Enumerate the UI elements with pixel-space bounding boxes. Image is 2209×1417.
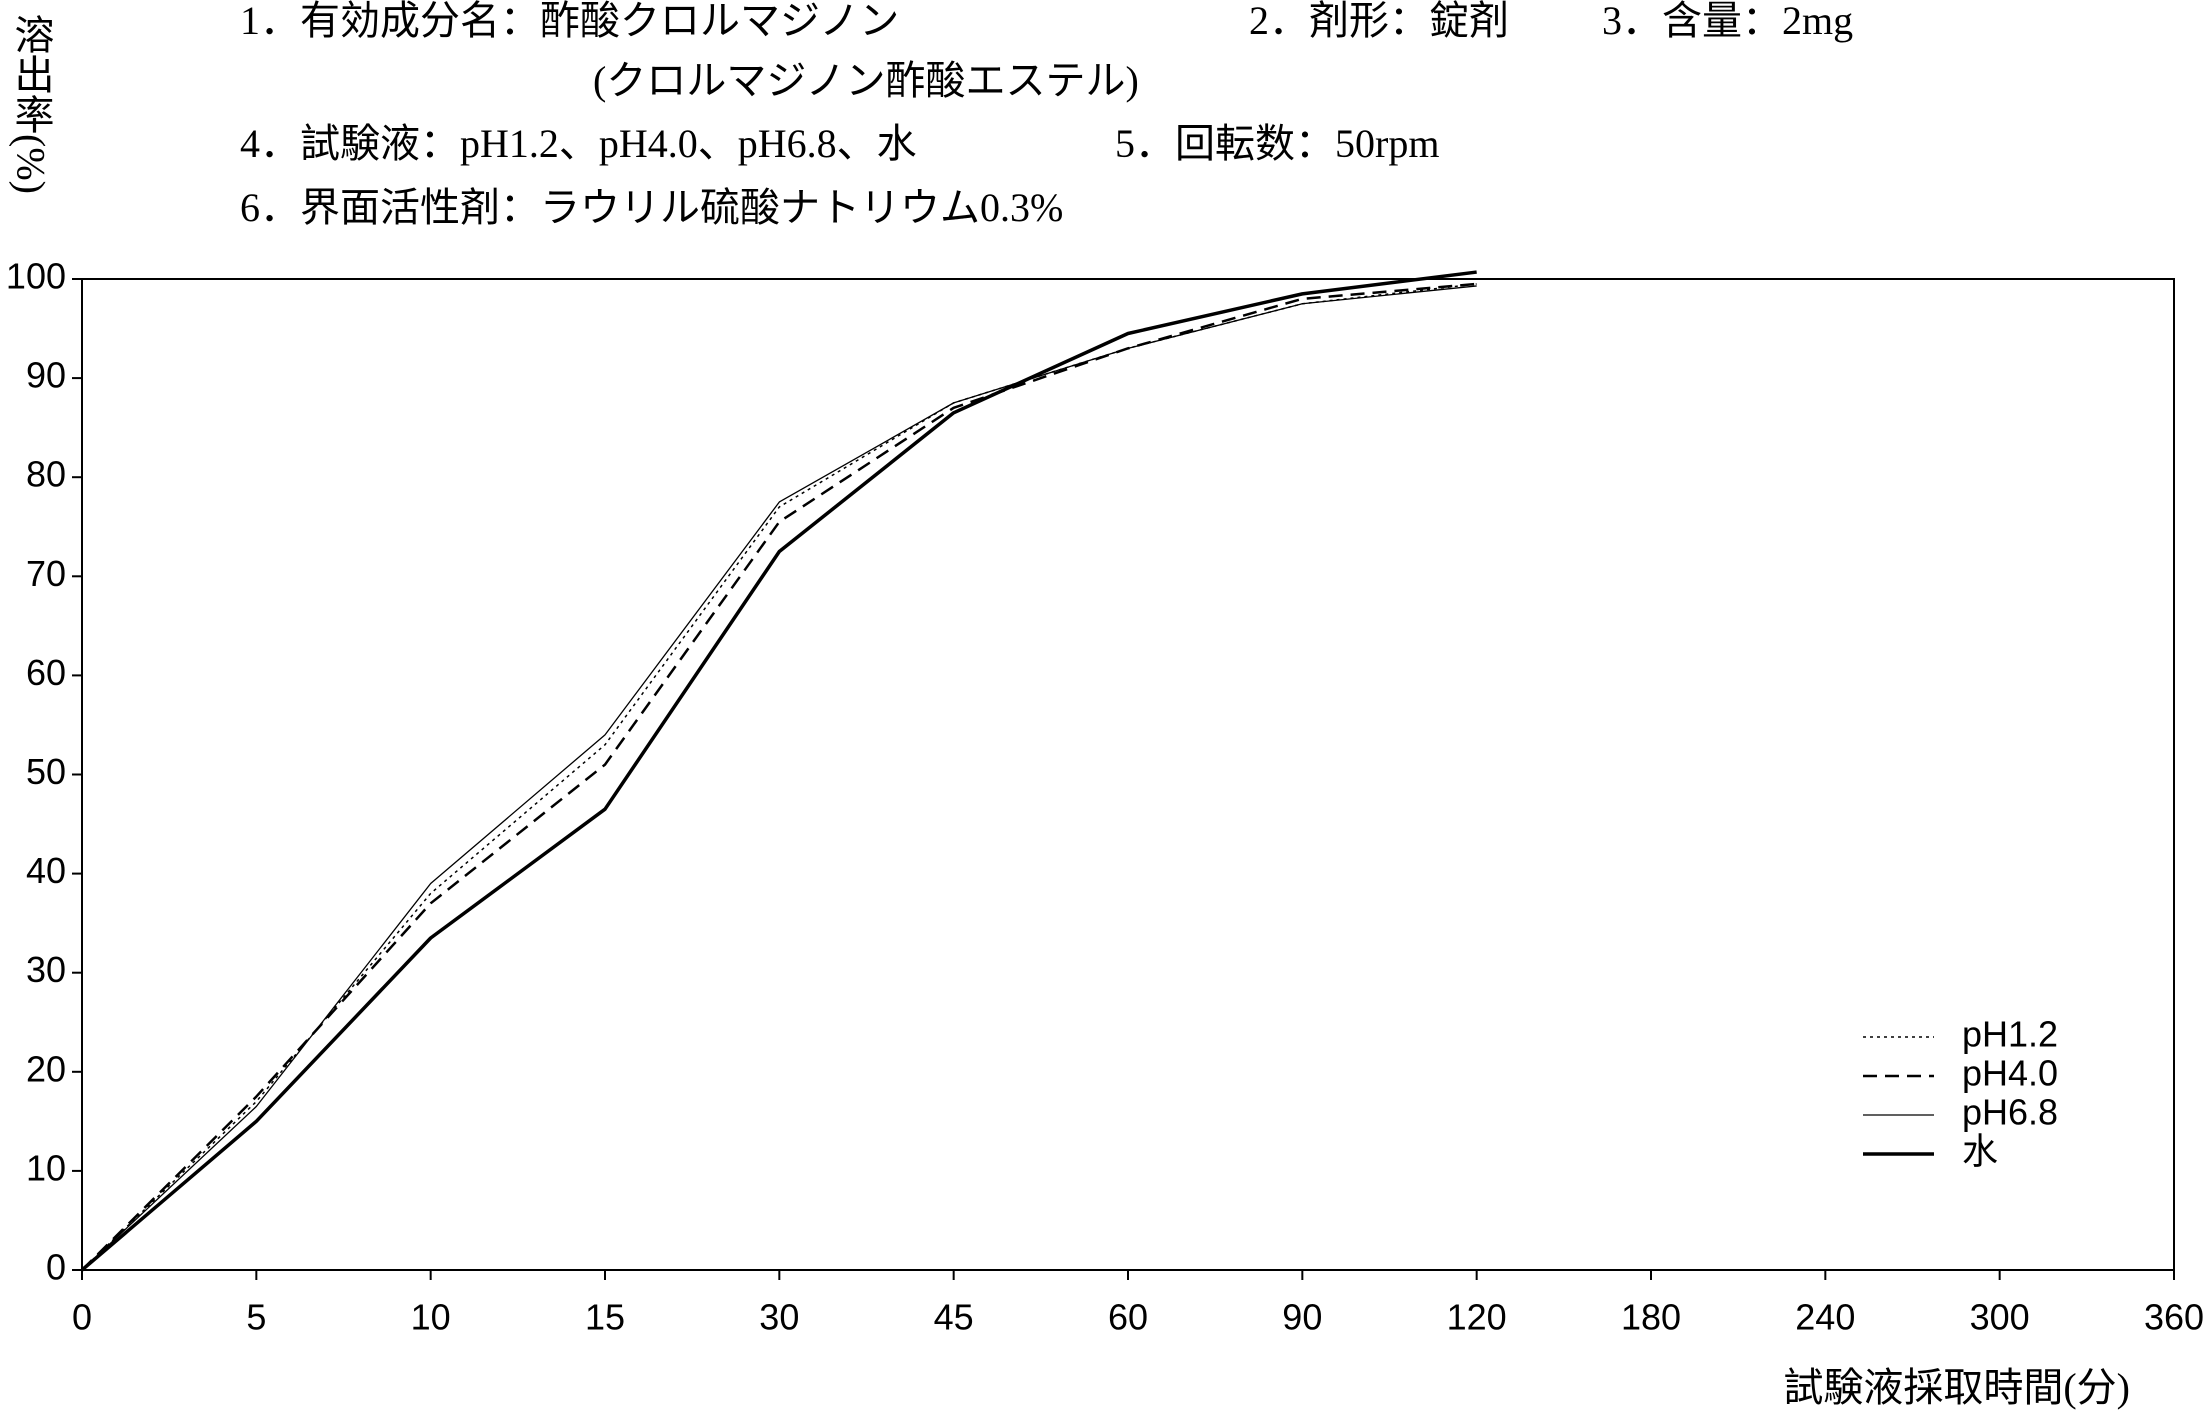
y-tick-label: 70	[26, 553, 66, 594]
x-tick-label: 90	[1282, 1297, 1322, 1338]
legend-label: 水	[1962, 1131, 1998, 1172]
note: (クロルマジノン酢酸エステル)	[593, 58, 1139, 103]
note: 5．回転数：50rpm	[1115, 121, 1439, 166]
note: 4．試験液：pH1.2、pH4.0、pH6.8、水	[240, 121, 917, 166]
y-tick-label: 50	[26, 751, 66, 792]
y-tick-label: 10	[26, 1147, 66, 1188]
y-tick-label: 0	[46, 1247, 66, 1288]
series-line	[81, 282, 1477, 1271]
y-axis-label: 溶出率(%)	[9, 14, 54, 194]
y-tick-label: 80	[26, 454, 66, 495]
note: 2．剤形：錠剤	[1249, 0, 1509, 43]
note: 3．含量：2mg	[1602, 0, 1853, 43]
series-line	[81, 283, 1477, 1271]
x-tick-label: 360	[2144, 1297, 2204, 1338]
x-tick-label: 60	[1108, 1297, 1148, 1338]
legend-label: pH4.0	[1962, 1053, 2058, 1094]
series-line	[80, 270, 1477, 1272]
y-tick-label: 100	[6, 256, 66, 297]
y-tick-label: 60	[26, 652, 66, 693]
x-tick-label: 5	[246, 1297, 266, 1338]
y-tick-label: 20	[26, 1048, 66, 1089]
x-tick-label: 180	[1621, 1297, 1681, 1338]
x-tick-label: 10	[411, 1297, 451, 1338]
note: 6．界面活性剤：ラウリル硫酸ナトリウム0.3%	[240, 185, 1063, 230]
x-tick-label: 300	[1970, 1297, 2030, 1338]
plot-frame	[81, 278, 2175, 1271]
legend-label: pH6.8	[1962, 1092, 2058, 1133]
y-tick-label: 30	[26, 949, 66, 990]
series-line	[81, 285, 1477, 1271]
x-tick-label: 0	[72, 1297, 92, 1338]
x-tick-label: 120	[1447, 1297, 1507, 1338]
x-tick-label: 15	[585, 1297, 625, 1338]
x-tick-label: 45	[934, 1297, 974, 1338]
y-tick-label: 90	[26, 355, 66, 396]
note: 1．有効成分名：酢酸クロルマジノン	[240, 0, 899, 43]
x-tick-label: 240	[1795, 1297, 1855, 1338]
x-axis-label: 試験液採取時間(分)	[1783, 1365, 2130, 1410]
y-tick-label: 40	[26, 850, 66, 891]
x-tick-label: 30	[759, 1297, 799, 1338]
legend-label: pH1.2	[1962, 1014, 2058, 1055]
